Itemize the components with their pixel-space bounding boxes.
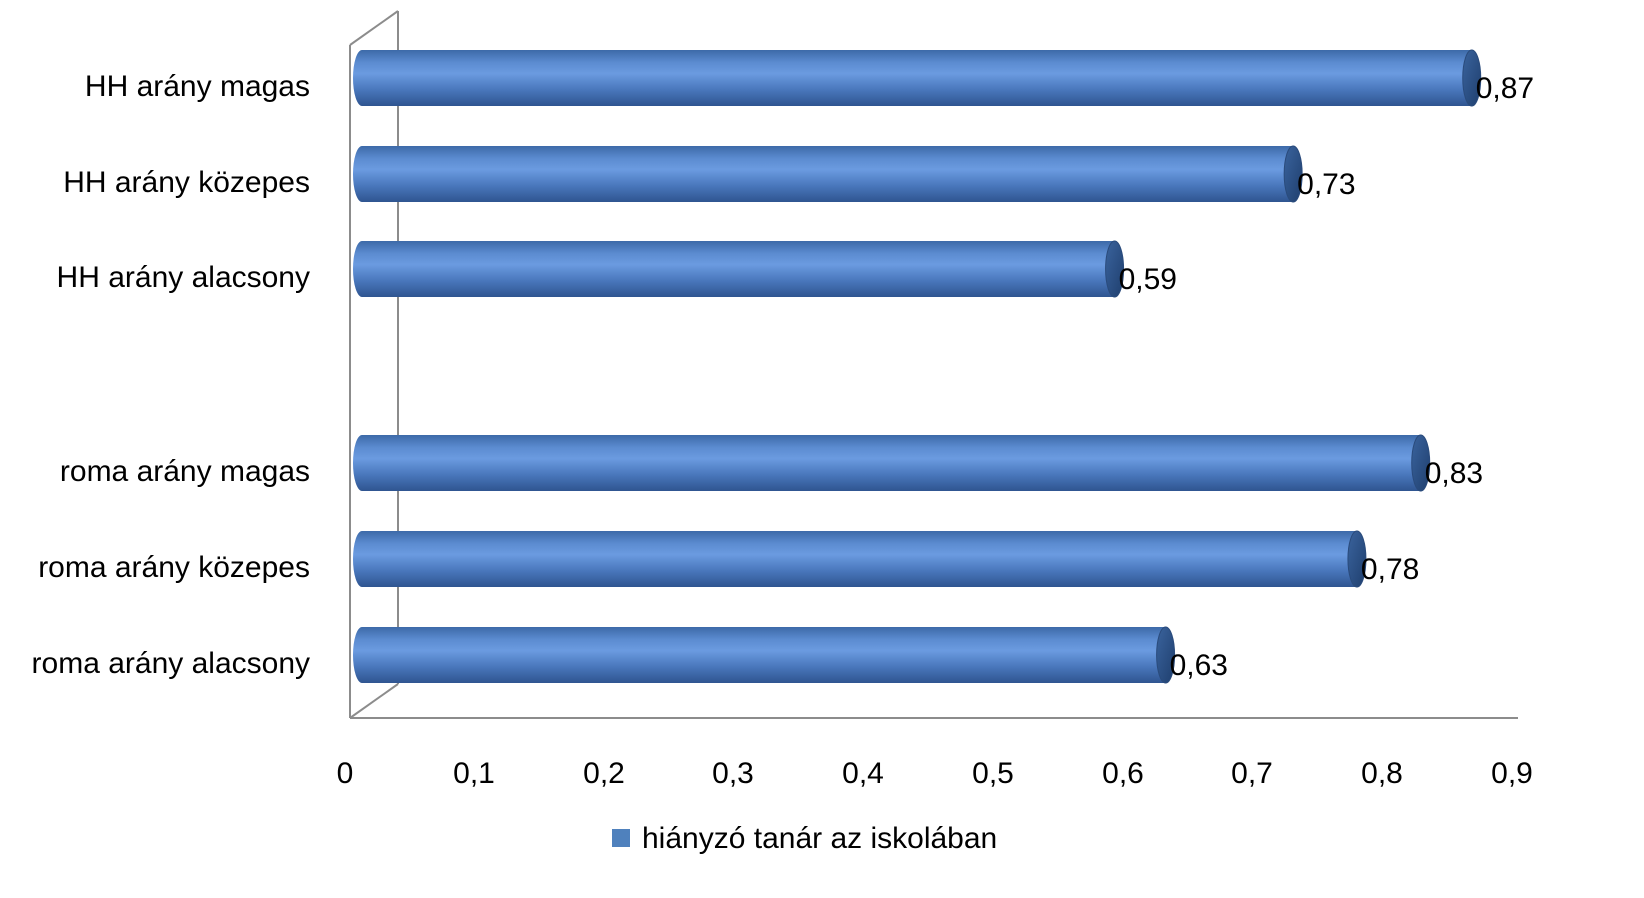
category-label: roma arány közepes xyxy=(38,551,310,584)
bar xyxy=(353,240,1125,298)
bar-end-cap xyxy=(1105,240,1125,298)
data-label: 0,87 xyxy=(1476,72,1534,105)
category-labels: HH arány magas HH arány közepes HH arány a… xyxy=(32,70,310,680)
bar-body xyxy=(362,435,1421,491)
x-tick-label: 0,8 xyxy=(1361,757,1403,790)
back-wall-top-edge xyxy=(349,10,399,46)
data-label: 0,63 xyxy=(1170,649,1228,682)
x-tick-label: 0,9 xyxy=(1491,757,1533,790)
bar-body xyxy=(362,241,1115,297)
bar-end-cap xyxy=(1411,434,1431,492)
legend-label: hiányzó tanár az iskolában xyxy=(642,822,997,855)
legend-swatch xyxy=(612,829,630,847)
category-label: roma arány magas xyxy=(60,455,310,488)
bar xyxy=(353,49,1482,107)
bar-body xyxy=(362,627,1166,683)
bar xyxy=(353,434,1431,492)
bar-body xyxy=(362,146,1294,202)
data-labels: 0,87 0,73 0,59 0,83 0,78 0,63 xyxy=(1119,72,1535,682)
data-label: 0,59 xyxy=(1119,263,1177,296)
category-label: roma arány alacsony xyxy=(32,647,310,680)
x-tick-label: 0,3 xyxy=(712,757,754,790)
category-label: HH arány magas xyxy=(85,70,310,103)
category-label: HH arány alacsony xyxy=(57,261,310,294)
legend: hiányzó tanár az iskolában xyxy=(612,822,997,855)
category-label: HH arány közepes xyxy=(63,166,310,199)
bar xyxy=(353,626,1176,684)
x-tick-label: 0,6 xyxy=(1102,757,1144,790)
bar-body xyxy=(362,50,1472,106)
bar-end-cap xyxy=(1347,530,1367,588)
bar xyxy=(353,145,1303,203)
x-axis-tick-labels: 0 0,1 0,2 0,3 0,4 0,5 0,6 0,7 0,8 0,9 xyxy=(337,757,1533,790)
x-tick-label: 0,5 xyxy=(972,757,1014,790)
bar-body xyxy=(362,531,1357,587)
floor-left-edge xyxy=(349,683,399,719)
plot-area-frame xyxy=(349,10,1518,719)
x-tick-label: 0,2 xyxy=(583,757,625,790)
bar-series xyxy=(353,49,1482,684)
bar-end-cap xyxy=(1156,626,1176,684)
x-tick-label: 0,1 xyxy=(453,757,495,790)
x-tick-label: 0,4 xyxy=(842,757,884,790)
data-label: 0,83 xyxy=(1425,457,1483,490)
bar xyxy=(353,530,1367,588)
bar-end-cap xyxy=(1462,49,1482,107)
x-tick-label: 0,7 xyxy=(1231,757,1273,790)
data-label: 0,73 xyxy=(1297,168,1355,201)
bar-end-cap xyxy=(1283,145,1303,203)
x-tick-label: 0 xyxy=(337,757,354,790)
data-label: 0,78 xyxy=(1361,553,1419,586)
